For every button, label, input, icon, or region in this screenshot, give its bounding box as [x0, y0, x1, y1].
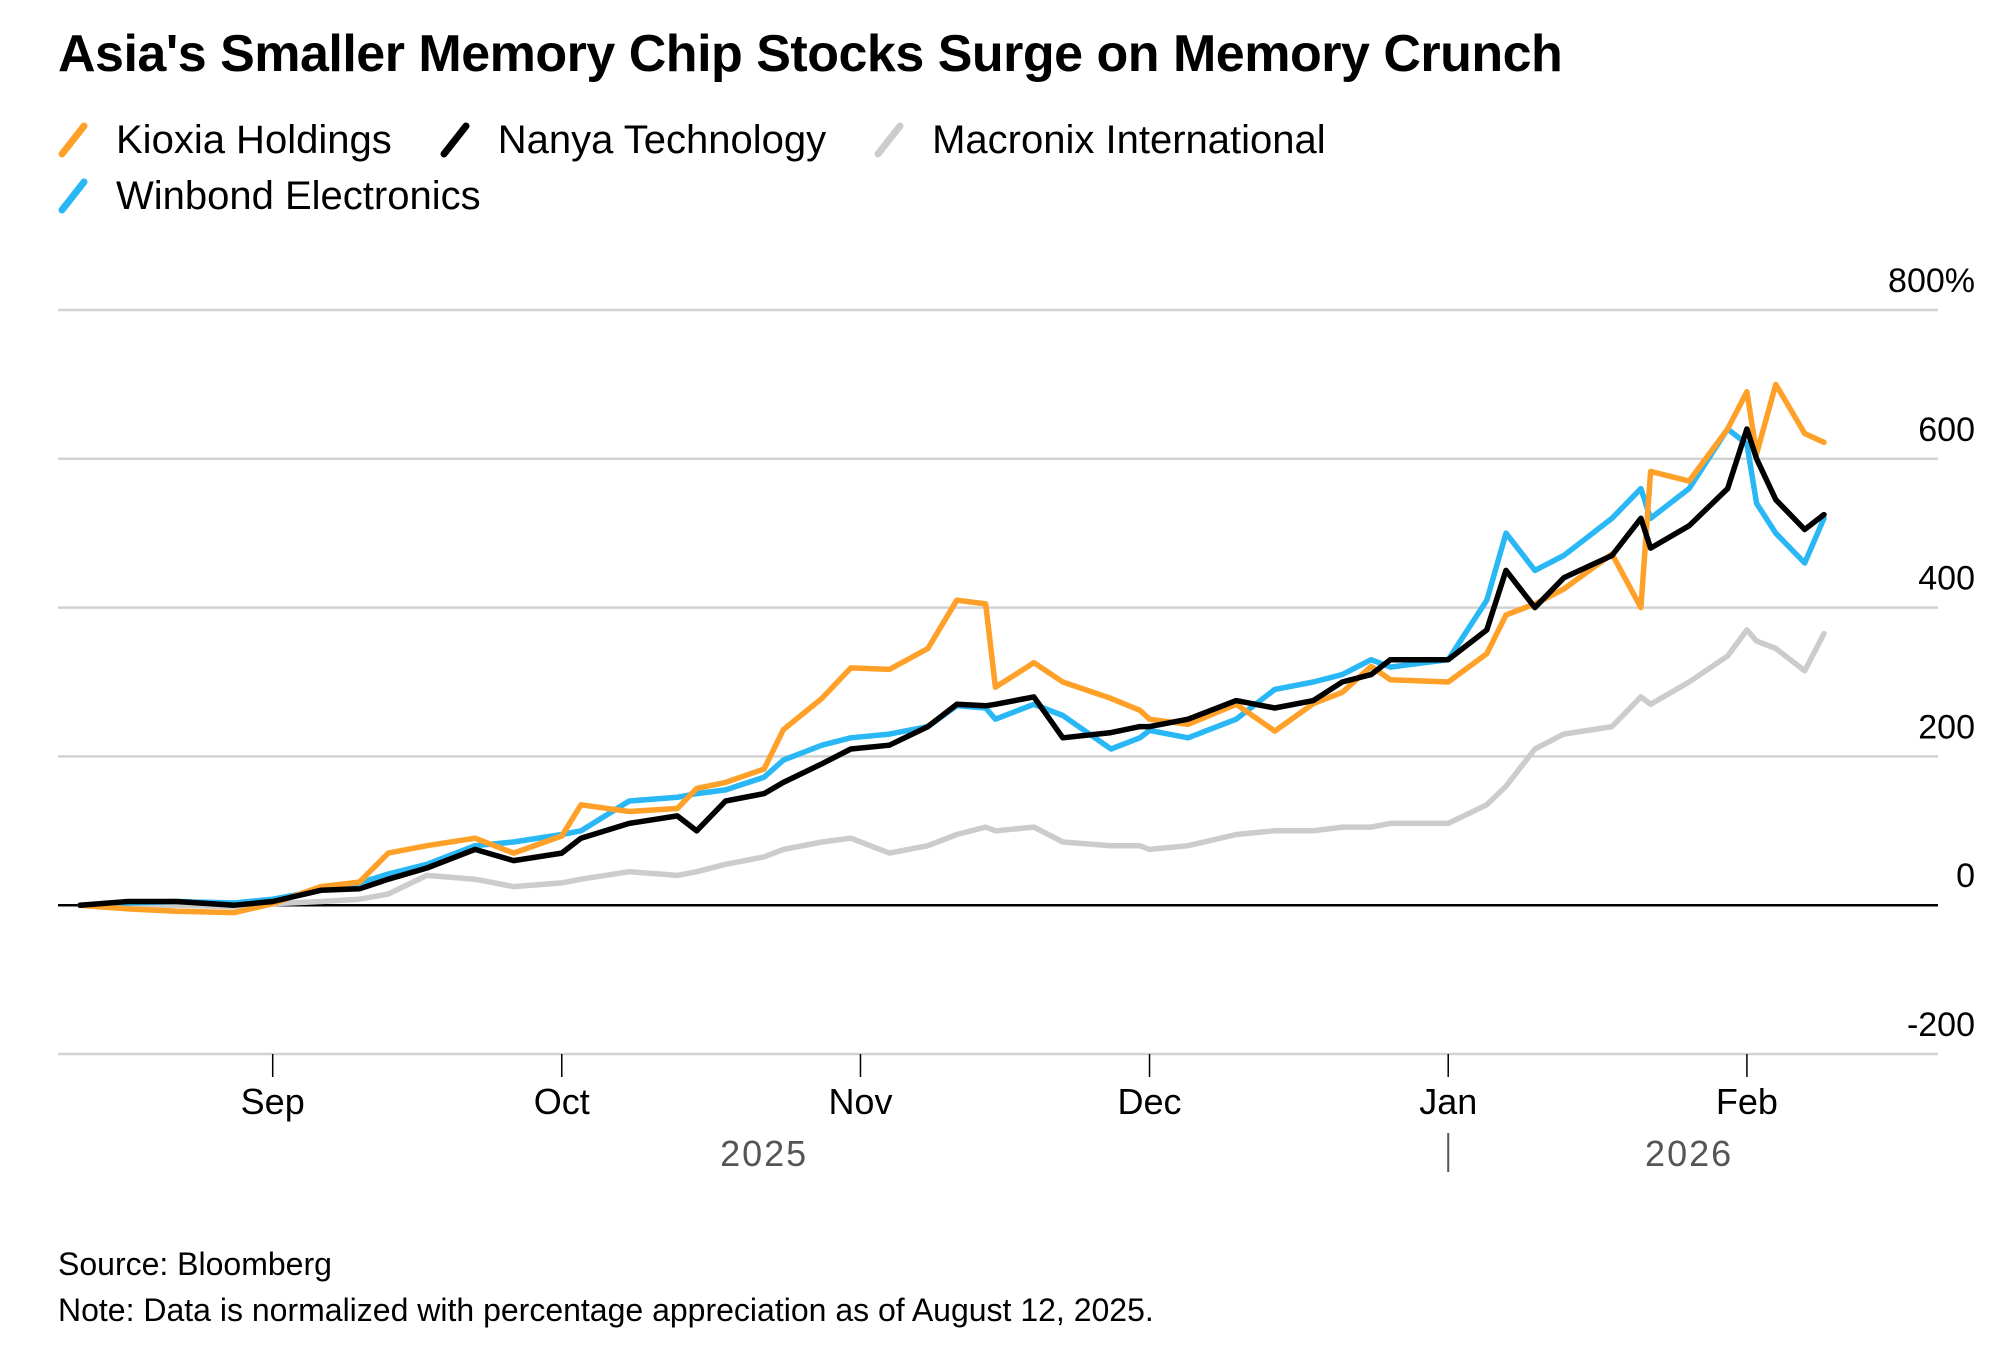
y-axis-labels: 800% 600 400 200 0 -200: [1888, 262, 1975, 1044]
y-tick-label: -200: [1907, 1006, 1975, 1044]
y-tick-label: 800%: [1888, 262, 1975, 300]
legend-item-nanya: Nanya Technology: [440, 118, 826, 163]
legend-swatch-icon: [58, 178, 88, 214]
y-tick-label: 0: [1956, 857, 1975, 895]
year-label: 2025: [720, 1133, 808, 1174]
series-line-nanya-technology: [77, 426, 1827, 908]
x-axis: Sep Oct Nov Dec Jan Feb 2025 2026: [241, 1054, 1778, 1174]
legend-label: Macronix International: [932, 117, 1326, 162]
legend-row-2: Winbond Electronics: [58, 168, 1558, 224]
legend-row-1: Kioxia Holdings Nanya Technology Macroni…: [58, 112, 1558, 168]
legend-label: Nanya Technology: [497, 117, 827, 162]
x-tick-label: Sep: [241, 1081, 305, 1122]
gridlines: [58, 308, 1938, 1056]
legend-swatch-icon: [440, 122, 470, 158]
legend-item-macronix: Macronix International: [874, 118, 1326, 163]
legend: Kioxia Holdings Nanya Technology Macroni…: [58, 112, 1558, 224]
series-line-kioxia-holdings: [77, 381, 1827, 916]
x-tick-label: Nov: [828, 1081, 892, 1122]
series-lines: [77, 381, 1827, 916]
x-tick-label: Jan: [1419, 1081, 1477, 1122]
legend-swatch-icon: [874, 122, 904, 158]
x-tick-label: Oct: [534, 1081, 590, 1122]
series-line-macronix-international: [77, 627, 1827, 910]
y-tick-label: 200: [1918, 708, 1975, 746]
series-line-winbond-electronics: [77, 426, 1827, 908]
x-tick-label: Feb: [1716, 1081, 1778, 1122]
legend-label: Kioxia Holdings: [116, 117, 392, 162]
legend-item-kioxia: Kioxia Holdings: [58, 118, 392, 163]
chart-title: Asia's Smaller Memory Chip Stocks Surge …: [58, 25, 1563, 83]
legend-item-winbond: Winbond Electronics: [58, 174, 481, 219]
year-label: 2026: [1645, 1133, 1733, 1174]
y-tick-label: 400: [1918, 560, 1975, 598]
x-tick-label: Dec: [1118, 1081, 1182, 1122]
data-note: Note: Data is normalized with percentage…: [58, 1292, 1154, 1328]
legend-swatch-icon: [58, 122, 88, 158]
legend-label: Winbond Electronics: [116, 173, 481, 218]
source-note: Source: Bloomberg: [58, 1246, 332, 1282]
y-tick-label: 600: [1918, 411, 1975, 449]
